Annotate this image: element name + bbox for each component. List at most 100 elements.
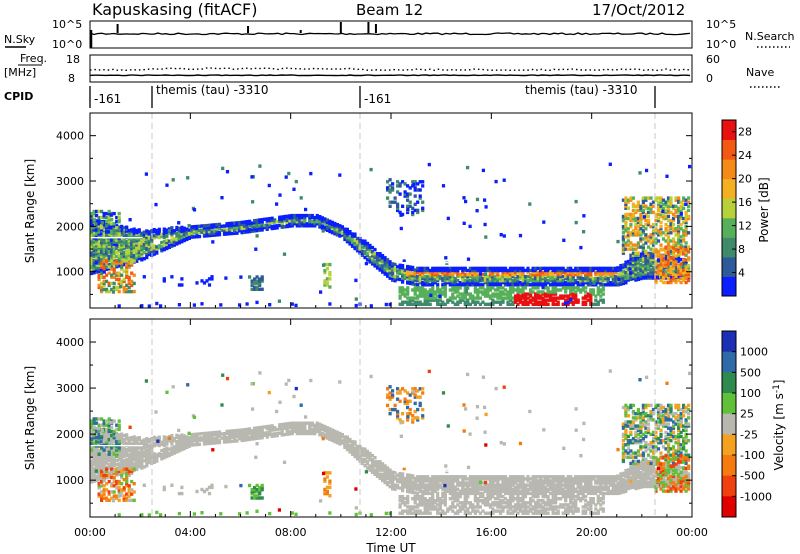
power-cell	[493, 274, 497, 279]
velocity-cell	[350, 444, 355, 448]
velocity-cell	[518, 489, 523, 493]
power-cell	[684, 233, 688, 237]
velocity-cell	[250, 429, 254, 433]
power-cell	[381, 268, 385, 272]
power-cell	[456, 300, 460, 304]
power-cell	[582, 230, 586, 234]
power-cell	[523, 300, 528, 304]
velocity-cell	[501, 487, 505, 491]
power-cell	[677, 259, 681, 264]
power-cell	[120, 257, 124, 261]
power-cell	[574, 268, 578, 273]
power-cell	[508, 266, 513, 271]
power-cell	[646, 272, 651, 276]
power-cell	[626, 200, 630, 204]
power-cell	[135, 235, 139, 239]
power-cell	[155, 247, 159, 251]
velocity-cell	[120, 438, 124, 443]
power-cell	[190, 225, 194, 229]
velocity-cell	[185, 443, 189, 447]
power-cell	[110, 226, 114, 230]
power-cell	[107, 226, 111, 230]
power-cell	[624, 279, 628, 283]
power-cell	[589, 298, 593, 302]
velocity-cell	[102, 460, 106, 464]
power-cell	[629, 257, 633, 261]
power-cell	[313, 220, 317, 224]
power-cell	[122, 244, 126, 248]
velocity-cell	[358, 455, 362, 459]
velocity-cell	[152, 444, 156, 448]
velocity-cell	[298, 429, 302, 434]
power-cell	[220, 196, 224, 200]
power-cell	[360, 239, 365, 243]
power-cell	[641, 210, 645, 215]
power-cell	[626, 264, 630, 268]
power-cell	[411, 298, 415, 302]
power-cell	[401, 276, 405, 280]
power-cell	[140, 243, 144, 248]
power-cell	[253, 227, 257, 231]
power-cell	[493, 283, 497, 287]
power-cell	[626, 243, 630, 247]
power-cell	[599, 283, 603, 287]
velocity-cell	[135, 436, 139, 440]
power-cell	[97, 228, 101, 232]
power-cell	[137, 256, 141, 261]
velocity-cell	[406, 485, 410, 490]
power-cell	[165, 230, 169, 234]
velocity-cell	[105, 476, 109, 480]
power-cell	[531, 268, 535, 273]
power-cell	[142, 275, 146, 279]
power-cell	[313, 215, 317, 220]
velocity-cell	[426, 483, 430, 487]
power-cell	[406, 279, 410, 283]
velocity-cell	[381, 476, 385, 481]
velocity-cell	[293, 425, 297, 429]
power-cell	[679, 246, 683, 250]
power-cell	[541, 302, 545, 306]
velocity-cell	[496, 491, 500, 496]
power-cell	[250, 225, 254, 229]
power-cell	[536, 283, 540, 287]
power-cell	[421, 294, 425, 298]
power-cell	[651, 204, 656, 208]
power-cell	[401, 292, 405, 296]
power-cell	[488, 302, 492, 306]
velocity-cell	[245, 436, 249, 440]
power-cell	[561, 286, 565, 290]
power-cell	[211, 240, 215, 244]
power-cell	[253, 219, 257, 223]
power-cell	[140, 245, 144, 250]
power-cell	[511, 270, 515, 275]
power-cell	[170, 228, 174, 232]
power-cell	[671, 264, 676, 268]
power-cell	[624, 266, 628, 271]
power-cell	[438, 266, 442, 271]
power-cell	[661, 202, 666, 206]
power-cell	[340, 233, 344, 237]
power-cell	[408, 267, 412, 271]
velocity-cell	[140, 464, 144, 468]
power-cell	[100, 228, 104, 232]
power-cell	[117, 289, 121, 294]
power-cell	[594, 294, 598, 298]
velocity-cell	[175, 444, 179, 448]
power-cell	[441, 270, 445, 275]
power-cell	[458, 274, 462, 279]
power-cell	[210, 275, 214, 279]
power-cell	[478, 296, 482, 300]
power-cell	[644, 274, 648, 278]
power-cell	[669, 202, 673, 206]
power-cell	[529, 294, 533, 298]
power-cell	[92, 262, 96, 267]
velocity-cell	[245, 438, 249, 442]
power-cell	[513, 300, 518, 304]
velocity-cell	[137, 456, 141, 461]
power-cell	[436, 266, 440, 271]
power-cell	[212, 225, 217, 229]
power-cell	[544, 300, 548, 304]
velocity-cell	[426, 475, 430, 479]
velocity-cell	[325, 434, 329, 438]
power-cell	[411, 302, 415, 306]
